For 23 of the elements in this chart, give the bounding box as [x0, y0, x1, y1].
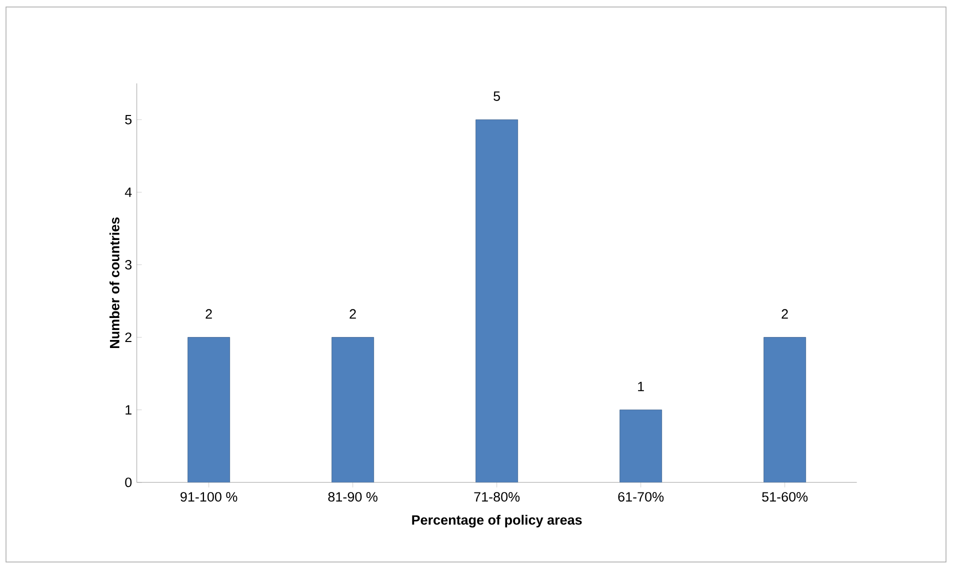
data-label: 2: [782, 309, 788, 319]
x-tick-label: 71-80%: [474, 492, 520, 502]
bar: [620, 410, 662, 482]
data-label: 2: [350, 309, 356, 319]
data-label: 1: [638, 382, 644, 392]
y-tick-label: 1: [126, 405, 132, 414]
y-axis-title: Number of countries: [109, 217, 120, 348]
data-label: 2: [206, 309, 212, 319]
y-tick-label: 0: [125, 478, 132, 488]
x-tick-label: 91-100 %: [180, 492, 238, 502]
y-tick-label: 3: [125, 260, 132, 270]
y-tick-label: 4: [124, 188, 132, 197]
bar: [332, 337, 374, 482]
x-tick-label: 61-70%: [618, 492, 664, 502]
x-tick-label: 51-60%: [762, 492, 808, 502]
bar: [188, 337, 230, 482]
bar: [476, 119, 518, 482]
x-tick-label: 81-90 %: [328, 492, 378, 502]
data-label: 5: [494, 92, 500, 101]
x-axis-title: Percentage of policy areas: [412, 514, 582, 528]
y-tick-label: 5: [125, 114, 132, 124]
y-tick-label: 2: [125, 332, 132, 342]
bar: [764, 337, 806, 482]
